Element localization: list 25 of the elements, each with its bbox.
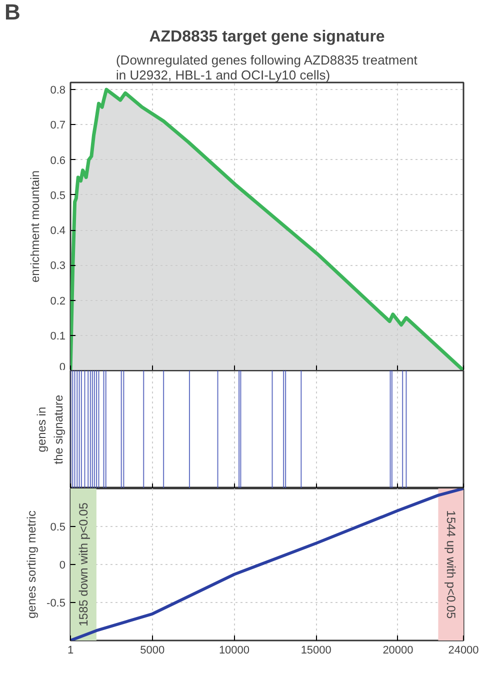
- x-tick-label: 15000: [300, 644, 332, 656]
- x-tick-label: 10000: [218, 644, 250, 656]
- x-tick-label: 5000: [140, 644, 165, 656]
- y-axis-title: genes sorting metric: [24, 510, 39, 619]
- y-tick-label: 0.8: [50, 84, 66, 97]
- band-label: 1544 up with p<0.05: [444, 510, 458, 620]
- y-tick-label: -0.5: [46, 598, 66, 610]
- y-tick-label: 0.6: [50, 154, 66, 167]
- band-label: 1585 down with p<0.05: [76, 502, 90, 626]
- y-tick-label: 0.7: [50, 120, 66, 132]
- y-tick-label: 0.1: [50, 330, 66, 342]
- y-tick-label: 0: [59, 560, 66, 572]
- y-axis-title: enrichment mountain: [28, 170, 42, 283]
- x-tick-label: 24000: [448, 644, 479, 656]
- y-tick-label: 0.2: [50, 295, 66, 308]
- y-tick-label: 0.5: [50, 522, 66, 534]
- y-axis-title: genes in the signature: [34, 394, 66, 464]
- y-tick-label: 0.5: [50, 190, 66, 202]
- y-tick-label: 0.3: [50, 260, 66, 272]
- text: B: [4, 0, 20, 24]
- chart-subtitle: (Downregulated genes following AZD8835 treatment in U2932, HBL-1 and OCI-Ly10 cells): [116, 52, 418, 82]
- x-tick-label: 1: [67, 644, 74, 656]
- y-tick-label: 0.4: [50, 225, 66, 238]
- x-tick-label: 20000: [382, 644, 414, 656]
- chart-title: AZD8835 target gene signature: [149, 28, 385, 46]
